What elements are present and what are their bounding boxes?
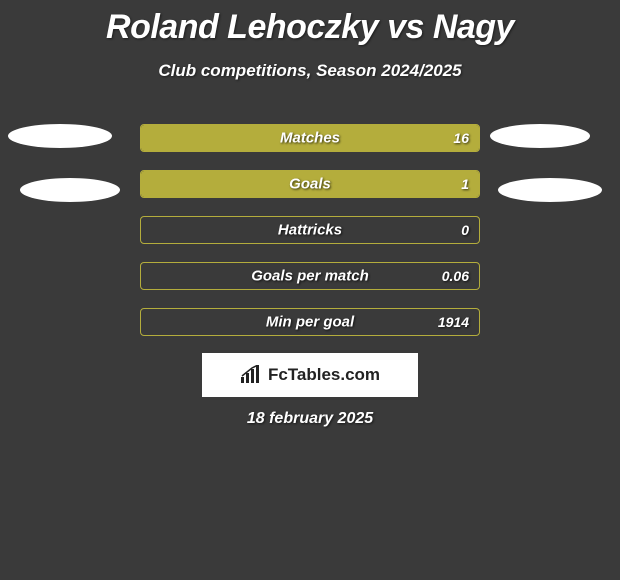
decorative-ellipse	[8, 124, 112, 148]
decorative-ellipse	[498, 178, 602, 202]
stat-value: 1914	[438, 314, 469, 330]
stat-value: 0	[461, 222, 469, 238]
stats-chart: Matches 16 Goals 1 Hattricks 0 Goals per match…	[140, 124, 480, 354]
stat-value: 16	[453, 130, 469, 146]
chart-icon	[240, 365, 262, 385]
stat-label: Goals	[289, 176, 331, 193]
stat-row: Goals per match 0.06	[140, 262, 480, 290]
stat-label: Min per goal	[266, 314, 354, 331]
decorative-ellipse	[490, 124, 590, 148]
date-label: 18 february 2025	[0, 410, 620, 428]
brand-badge: FcTables.com	[202, 353, 418, 397]
stat-label: Hattricks	[278, 222, 342, 239]
stat-value: 1	[461, 176, 469, 192]
stat-row: Hattricks 0	[140, 216, 480, 244]
stat-label: Matches	[280, 130, 340, 147]
subtitle: Club competitions, Season 2024/2025	[0, 61, 620, 81]
page-title: Roland Lehoczky vs Nagy	[0, 0, 620, 47]
stat-label: Goals per match	[251, 268, 369, 285]
decorative-ellipse	[20, 178, 120, 202]
stat-row: Matches 16	[140, 124, 480, 152]
stat-value: 0.06	[442, 268, 469, 284]
stat-row: Min per goal 1914	[140, 308, 480, 336]
brand-text: FcTables.com	[268, 365, 380, 385]
stat-row: Goals 1	[140, 170, 480, 198]
